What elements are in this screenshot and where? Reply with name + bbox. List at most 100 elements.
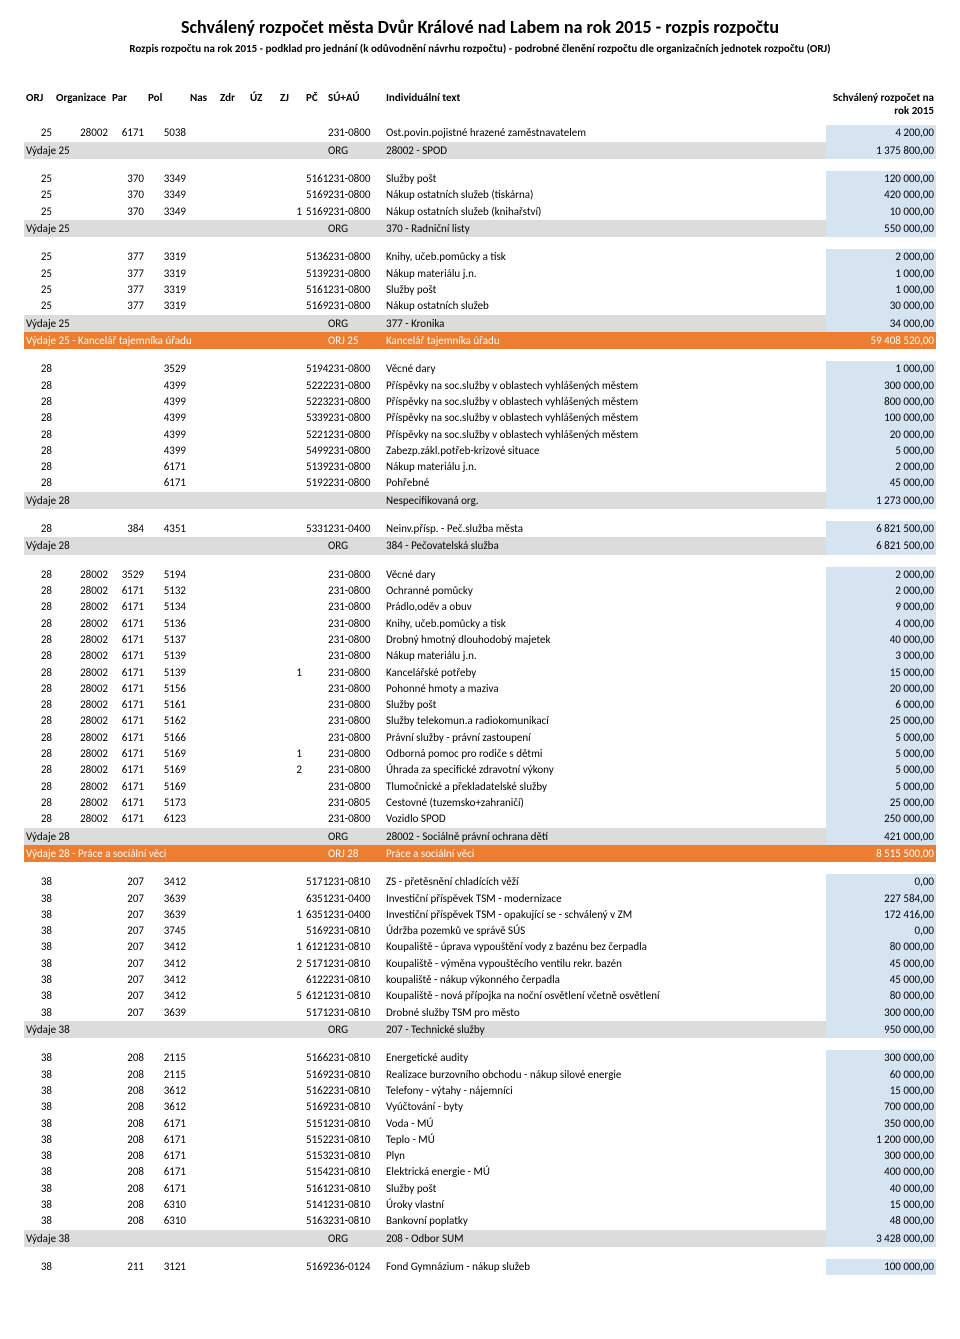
subtotal-txt: Práce a sociální věci bbox=[384, 845, 826, 862]
cell-uz bbox=[248, 298, 278, 314]
cell-org bbox=[54, 1259, 110, 1275]
cell-txt: Elektrická energie - MÚ bbox=[384, 1164, 826, 1180]
cell-txt: Nákup materiálu j.n. bbox=[384, 459, 826, 475]
cell-txt: Služby pošt bbox=[384, 282, 826, 298]
cell-orj: 28 bbox=[24, 394, 54, 410]
cell-pc bbox=[304, 583, 326, 599]
cell-orj: 28 bbox=[24, 779, 54, 795]
table-row: 2843995222231-0800Příspěvky na soc.služb… bbox=[24, 378, 936, 394]
cell-zdr bbox=[218, 1197, 248, 1213]
cell-zdr bbox=[218, 475, 248, 491]
cell-orj: 38 bbox=[24, 1116, 54, 1132]
cell-zdr bbox=[218, 266, 248, 282]
cell-su: 231-0810 bbox=[326, 956, 384, 972]
cell-nas bbox=[188, 187, 218, 203]
cell-orj: 38 bbox=[24, 1099, 54, 1115]
cell-amt: 2 000,00 bbox=[826, 249, 936, 265]
cell-su: 231-0800 bbox=[326, 394, 384, 410]
subtotal-txt: Kancelář tajemníka úřadu bbox=[384, 332, 826, 349]
cell-su: 231-0800 bbox=[326, 459, 384, 475]
cell-txt: Koupaliště - nová přípojka na noční osvě… bbox=[384, 988, 826, 1004]
cell-uz bbox=[248, 583, 278, 599]
cell-pc: 5223 bbox=[304, 394, 326, 410]
subtotal-su: ORG bbox=[326, 1230, 384, 1247]
cell-amt: 60 000,00 bbox=[826, 1067, 936, 1083]
cell-su: 231-0800 bbox=[326, 410, 384, 426]
cell-amt: 100 000,00 bbox=[826, 1259, 936, 1275]
cell-nas bbox=[188, 1164, 218, 1180]
cell-zj bbox=[278, 394, 304, 410]
cell-pc: 5339 bbox=[304, 410, 326, 426]
cell-par: 370 bbox=[110, 187, 146, 203]
cell-uz bbox=[248, 567, 278, 583]
col-par: Par bbox=[110, 85, 146, 123]
cell-pc: 5163 bbox=[304, 1213, 326, 1229]
cell-su: 231-0400 bbox=[326, 907, 384, 923]
cell-zdr bbox=[218, 1067, 248, 1083]
cell-orj: 28 bbox=[24, 427, 54, 443]
cell-amt: 80 000,00 bbox=[826, 939, 936, 955]
table-row: 282800235295194231-0800Věcné dary2 000,0… bbox=[24, 567, 936, 583]
cell-uz bbox=[248, 249, 278, 265]
col-su: SÚ+AÚ bbox=[326, 85, 384, 123]
cell-zdr bbox=[218, 410, 248, 426]
cell-zj bbox=[278, 427, 304, 443]
cell-nas bbox=[188, 956, 218, 972]
cell-uz bbox=[248, 125, 278, 141]
cell-pol: 3639 bbox=[146, 891, 188, 907]
cell-pol: 6171 bbox=[146, 1132, 188, 1148]
col-pc: PČ bbox=[304, 85, 326, 123]
col-nas: Nas bbox=[188, 85, 218, 123]
cell-uz bbox=[248, 427, 278, 443]
cell-orj: 38 bbox=[24, 1083, 54, 1099]
cell-zj bbox=[278, 923, 304, 939]
cell-uz bbox=[248, 874, 278, 890]
table-row: 38207341256121231-0810Koupaliště - nová … bbox=[24, 988, 936, 1004]
cell-pc: 5192 bbox=[304, 475, 326, 491]
subtotal-label: Výdaje 25 - Kancelář tajemníka úřadu bbox=[24, 332, 326, 349]
cell-nas bbox=[188, 923, 218, 939]
cell-pol: 3349 bbox=[146, 204, 188, 220]
cell-pol: 5162 bbox=[146, 713, 188, 729]
cell-org bbox=[54, 521, 110, 537]
cell-zj bbox=[278, 1132, 304, 1148]
table-row: 282800261715132231-0800Ochranné pomůcky2… bbox=[24, 583, 936, 599]
cell-pc: 6351 bbox=[304, 907, 326, 923]
subtotal-amt: 8 515 500,00 bbox=[826, 845, 936, 862]
cell-pc bbox=[304, 567, 326, 583]
cell-nas bbox=[188, 567, 218, 583]
subtotal-su: ORJ 25 bbox=[326, 332, 384, 349]
cell-org bbox=[54, 988, 110, 1004]
cell-txt: Ost.povin.pojistné hrazené zaměstnavatel… bbox=[384, 125, 826, 141]
cell-par: 6171 bbox=[110, 795, 146, 811]
cell-uz bbox=[248, 266, 278, 282]
cell-su: 231-0810 bbox=[326, 1116, 384, 1132]
subtotal-txt: 208 - Odbor SUM bbox=[384, 1230, 826, 1247]
cell-nas bbox=[188, 681, 218, 697]
cell-amt: 25 000,00 bbox=[826, 795, 936, 811]
cell-orj: 38 bbox=[24, 956, 54, 972]
cell-zj bbox=[278, 1067, 304, 1083]
cell-su: 231-0800 bbox=[326, 361, 384, 377]
cell-pc: 5169 bbox=[304, 923, 326, 939]
cell-su: 231-0800 bbox=[326, 204, 384, 220]
cell-org bbox=[54, 298, 110, 314]
subtotal-row: Výdaje 38ORG207 - Technické služby950 00… bbox=[24, 1021, 936, 1038]
cell-par: 208 bbox=[110, 1067, 146, 1083]
cell-pc bbox=[304, 746, 326, 762]
cell-uz bbox=[248, 988, 278, 1004]
col-amt: Schválený rozpočet na rok 2015 bbox=[826, 85, 936, 123]
subtotal-su: ORG bbox=[326, 142, 384, 159]
cell-par: 207 bbox=[110, 988, 146, 1004]
table-row: 282800261715162231-0800Služby telekomun.… bbox=[24, 713, 936, 729]
cell-txt: Drobné služby TSM pro město bbox=[384, 1005, 826, 1021]
cell-su: 231-0400 bbox=[326, 521, 384, 537]
subtotal-su: ORG bbox=[326, 315, 384, 332]
cell-amt: 1 000,00 bbox=[826, 282, 936, 298]
cell-pol: 5169 bbox=[146, 779, 188, 795]
cell-zj: 1 bbox=[278, 939, 304, 955]
cell-su: 231-0800 bbox=[326, 443, 384, 459]
cell-su: 231-0800 bbox=[326, 249, 384, 265]
cell-org bbox=[54, 1181, 110, 1197]
cell-orj: 28 bbox=[24, 697, 54, 713]
